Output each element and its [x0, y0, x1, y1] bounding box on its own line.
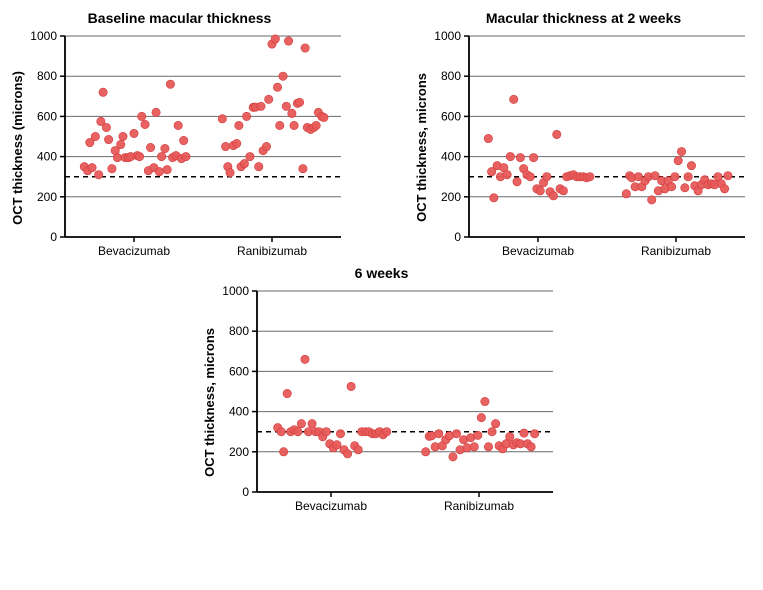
svg-text:200: 200 — [229, 445, 249, 459]
svg-text:400: 400 — [37, 150, 57, 164]
chart-body: OCT thickness, microns 0 200 400 600 800 1000… — [202, 285, 561, 520]
svg-text:0: 0 — [50, 230, 57, 244]
scatter-plot: 0 200 400 600 800 1000 Bevacizumab Ranibizumab — [433, 30, 753, 265]
chart-title: Baseline macular thickness — [88, 10, 272, 26]
svg-text:1000: 1000 — [30, 30, 57, 43]
chart-week2: Macular thickness at 2 weeks OCT thickne… — [414, 10, 753, 265]
scatter-plot: 0 200 400 600 800 1000 Bevacizumab Ranibizumab — [221, 285, 561, 520]
svg-text:0: 0 — [242, 485, 249, 499]
svg-text:Ranibizumab: Ranibizumab — [444, 499, 514, 513]
svg-text:Ranibizumab: Ranibizumab — [641, 244, 711, 258]
svg-text:Ranibizumab: Ranibizumab — [237, 244, 307, 258]
y-axis-label: OCT thickness (microns) — [10, 71, 25, 225]
chart-week6: 6 weeks OCT thickness, microns 0 200 400 60… — [202, 265, 561, 520]
svg-text:400: 400 — [441, 150, 461, 164]
y-axis-label: OCT thickness, microns — [414, 73, 429, 222]
chart-title: Macular thickness at 2 weeks — [486, 10, 681, 26]
y-axis-label: OCT thickness, microns — [202, 328, 217, 477]
svg-text:Bevacizumab: Bevacizumab — [502, 244, 574, 258]
scatter-plot: 0 200 400 600 800 1000 Bevacizumab Ranibizumab — [29, 30, 349, 265]
chart-title: 6 weeks — [355, 265, 409, 281]
svg-text:Bevacizumab: Bevacizumab — [98, 244, 170, 258]
chart-baseline: Baseline macular thickness OCT thickness… — [10, 10, 349, 265]
svg-text:600: 600 — [441, 109, 461, 123]
svg-text:800: 800 — [441, 69, 461, 83]
svg-text:600: 600 — [37, 109, 57, 123]
svg-text:200: 200 — [37, 190, 57, 204]
chart-body: OCT thickness (microns) 0 200 400 600 800 100… — [10, 30, 349, 265]
bottom-row: 6 weeks OCT thickness, microns 0 200 400 60… — [10, 265, 753, 520]
svg-text:600: 600 — [229, 364, 249, 378]
svg-text:800: 800 — [37, 69, 57, 83]
chart-body: OCT thickness, microns 0 200 400 600 800 1000… — [414, 30, 753, 265]
svg-text:1000: 1000 — [434, 30, 461, 43]
svg-text:1000: 1000 — [222, 285, 249, 298]
svg-text:800: 800 — [229, 324, 249, 338]
svg-text:200: 200 — [441, 190, 461, 204]
svg-text:400: 400 — [229, 405, 249, 419]
svg-text:0: 0 — [454, 230, 461, 244]
top-row: Baseline macular thickness OCT thickness… — [10, 10, 753, 265]
svg-text:Bevacizumab: Bevacizumab — [295, 499, 367, 513]
